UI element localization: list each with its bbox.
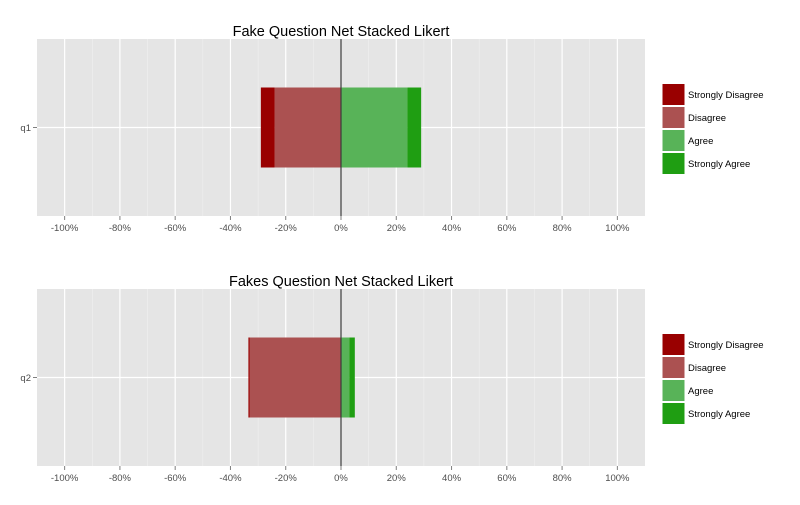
bar-disagree	[274, 87, 341, 168]
chart-title: Fakes Question Net Stacked Likert	[229, 274, 453, 290]
x-tick-label: -20%	[275, 223, 298, 234]
bar-strongly-disagree	[248, 337, 250, 418]
x-tick-label: -20%	[275, 473, 298, 484]
legend: Strongly Disagree Disagree Agree Strongly A…	[661, 83, 764, 175]
bar-strongly-agree	[349, 337, 355, 418]
x-tick-label: -60%	[164, 223, 187, 234]
x-tick-label: 60%	[497, 473, 517, 484]
x-tick-label: 0%	[334, 223, 348, 234]
x-tick-label: 80%	[553, 223, 573, 234]
legend-key-disagree	[661, 356, 686, 379]
legend-label: Strongly Agree	[688, 409, 750, 420]
x-tick-label: -60%	[164, 473, 187, 484]
legend-key-strongly-disagree	[661, 333, 686, 356]
bar-agree	[341, 337, 350, 418]
legend-key-disagree	[661, 106, 686, 129]
chart-panel-2: Fakes Question Net Stacked Likert q2 -100%…	[20, 274, 763, 484]
chart-panel-1: Fake Question Net Stacked Likert q1 -100% -…	[20, 24, 763, 234]
legend-label: Strongly Disagree	[688, 90, 764, 101]
x-tick-label: 100%	[605, 223, 630, 234]
x-tick-label: -40%	[219, 473, 242, 484]
x-tick-label: -40%	[219, 223, 242, 234]
y-tick-label: q1	[20, 123, 31, 134]
bar-agree	[341, 87, 408, 168]
x-tick-label: 20%	[387, 223, 407, 234]
legend-key-agree	[661, 379, 686, 402]
x-tick-label: 80%	[553, 473, 573, 484]
legend-label: Agree	[688, 386, 713, 397]
legend-label: Strongly Agree	[688, 159, 750, 170]
legend-label: Disagree	[688, 113, 726, 124]
legend-label: Disagree	[688, 363, 726, 374]
x-tick-label: -100%	[51, 223, 79, 234]
legend-key-strongly-disagree	[661, 83, 686, 106]
legend: Strongly Disagree Disagree Agree Strongly A…	[661, 333, 764, 425]
x-tick-label: -80%	[109, 223, 132, 234]
x-tick-label: 20%	[387, 473, 407, 484]
legend-label: Agree	[688, 136, 713, 147]
x-tick-label: -100%	[51, 473, 79, 484]
x-tick-label: 40%	[442, 473, 462, 484]
y-tick-label: q2	[20, 373, 31, 384]
legend-key-strongly-agree	[661, 152, 686, 175]
x-tick-label: -80%	[109, 473, 132, 484]
x-tick-label: 60%	[497, 223, 517, 234]
bar-disagree	[249, 337, 341, 418]
bar-strongly-disagree	[260, 87, 275, 168]
legend-label: Strongly Disagree	[688, 340, 764, 351]
x-tick-label: 100%	[605, 473, 630, 484]
legend-key-agree	[661, 129, 686, 152]
bar-strongly-agree	[407, 87, 422, 168]
legend-key-strongly-agree	[661, 402, 686, 425]
x-tick-label: 40%	[442, 223, 462, 234]
x-tick-label: 0%	[334, 473, 348, 484]
chart-title: Fake Question Net Stacked Likert	[233, 24, 450, 40]
